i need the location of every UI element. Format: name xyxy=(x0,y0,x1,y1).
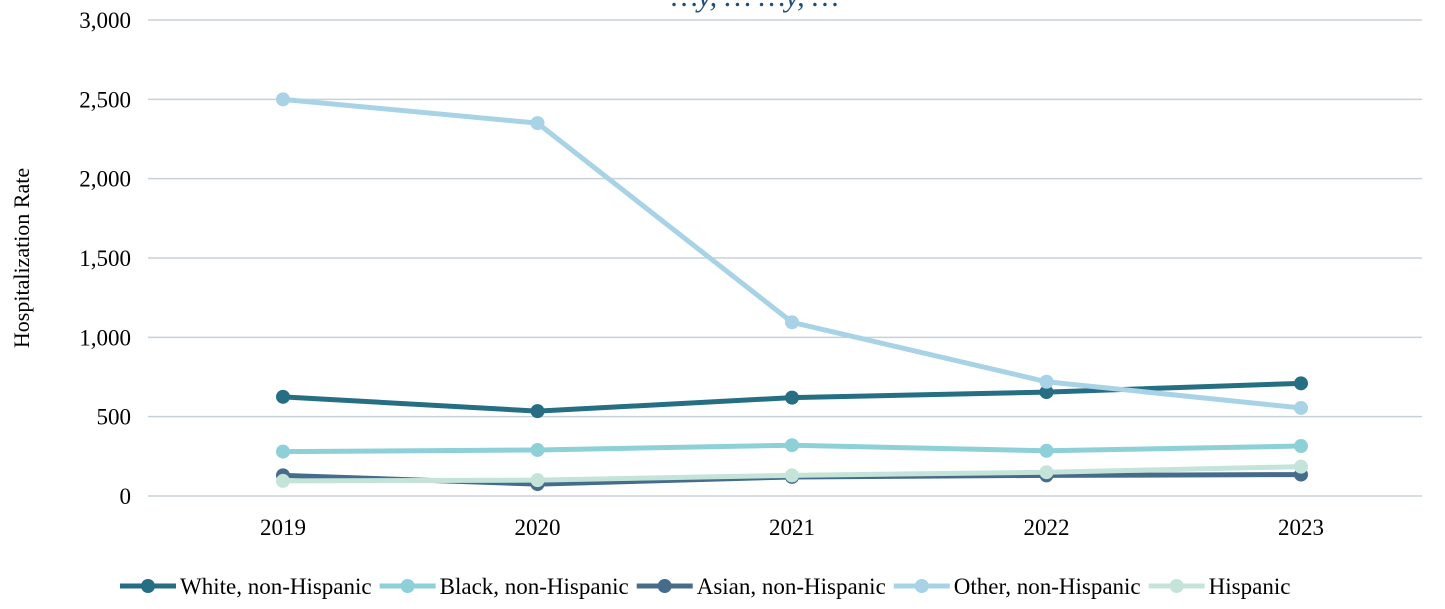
data-point xyxy=(1039,374,1054,389)
data-point xyxy=(530,404,545,419)
data-point xyxy=(1294,439,1308,454)
y-tick-label: 0 xyxy=(120,484,132,509)
legend-item: Hispanic xyxy=(1148,574,1291,599)
series-group xyxy=(276,92,1308,415)
data-point xyxy=(276,389,290,404)
data-point xyxy=(785,390,799,405)
legend-item: Black, non-Hispanic xyxy=(379,574,629,599)
y-axis-title: Hospitalization Rate xyxy=(9,168,34,348)
legend-label: White, non-Hispanic xyxy=(180,574,372,599)
data-point xyxy=(785,438,799,453)
x-tick-label: 2023 xyxy=(1278,515,1324,540)
y-tick-label: 3,000 xyxy=(79,8,131,33)
legend-swatch-marker xyxy=(914,579,929,593)
y-tick-label: 1,500 xyxy=(79,246,131,271)
legend-swatch-marker xyxy=(657,579,672,593)
legend-item: Other, non-Hispanic xyxy=(893,574,1141,599)
data-point xyxy=(1294,400,1308,415)
gridlines xyxy=(148,19,1422,497)
legend-swatch-marker xyxy=(141,579,155,593)
legend-swatch-marker xyxy=(1169,579,1184,593)
data-point xyxy=(785,315,799,330)
x-axis-ticks: 2019 2020 2021 2022 2023 xyxy=(260,515,1324,540)
data-point xyxy=(1039,443,1054,458)
data-point xyxy=(276,92,290,107)
y-tick-label: 500 xyxy=(97,405,132,430)
legend-label: Black, non-Hispanic xyxy=(440,574,629,599)
data-point xyxy=(1294,459,1308,474)
data-point xyxy=(530,116,545,131)
y-tick-label: 2,500 xyxy=(79,87,131,112)
legend-item: Asian, non-Hispanic xyxy=(636,574,886,599)
chart-title: …y, … …y, … xyxy=(671,0,839,13)
data-point xyxy=(1039,385,1054,400)
series-group xyxy=(276,459,1308,488)
data-point xyxy=(276,473,290,488)
data-point xyxy=(276,444,290,459)
x-tick-label: 2022 xyxy=(1024,515,1070,540)
series-group xyxy=(276,438,1308,459)
legend-item: White, non-Hispanic xyxy=(120,574,372,599)
data-point xyxy=(530,473,545,488)
legend-label: Hispanic xyxy=(1209,574,1291,599)
x-tick-label: 2020 xyxy=(515,515,561,540)
legend-swatch-marker xyxy=(400,579,415,593)
legend: White, non-Hispanic Black, non-Hispanic As… xyxy=(120,574,1290,599)
x-tick-label: 2021 xyxy=(769,515,815,540)
data-point xyxy=(1294,376,1308,391)
series-line xyxy=(282,96,1302,411)
legend-label: Other, non-Hispanic xyxy=(954,574,1141,599)
series-group xyxy=(276,376,1308,419)
x-tick-label: 2019 xyxy=(260,515,306,540)
y-axis-ticks: 0 500 1,000 1,500 2,000 2,500 3,000 xyxy=(79,8,131,509)
series-lines xyxy=(276,92,1308,492)
y-tick-label: 2,000 xyxy=(79,167,131,192)
data-point xyxy=(785,468,799,483)
data-point xyxy=(530,442,545,457)
y-tick-label: 1,000 xyxy=(79,325,131,350)
data-point xyxy=(1039,465,1054,480)
legend-label: Asian, non-Hispanic xyxy=(697,574,886,599)
